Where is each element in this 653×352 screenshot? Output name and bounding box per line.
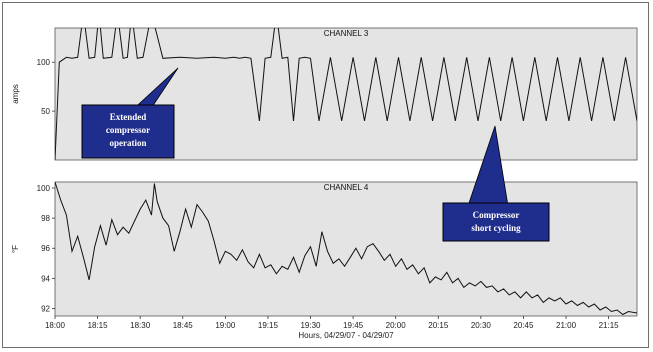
y-tick-label-2: 100: [37, 184, 51, 193]
series-line-2: [55, 182, 637, 316]
x-tick-label: 18:15: [88, 321, 109, 330]
x-tick-label: 18:00: [45, 321, 66, 330]
callout-box-2: [442, 202, 550, 242]
x-tick-label: 18:45: [173, 321, 194, 330]
callout-text-2: short cycling: [471, 223, 521, 233]
y-axis-label-1: amps: [11, 84, 20, 104]
callout-text-1: operation: [110, 138, 147, 148]
callout-text-1: Extended: [110, 112, 147, 122]
panel-title-2: CHANNEL 4: [324, 183, 369, 192]
x-axis-label: Hours, 04/29/07 - 04/29/07: [298, 331, 394, 340]
x-tick-label: 19:45: [343, 321, 364, 330]
x-tick-label: 20:15: [428, 321, 449, 330]
y-tick-label-1: 100: [37, 58, 51, 67]
x-tick-label: 20:45: [513, 321, 534, 330]
x-tick-label: 21:00: [556, 321, 577, 330]
panel-title-1: CHANNEL 3: [324, 29, 369, 38]
callout-text-1: compressor: [106, 125, 150, 135]
x-tick-label: 18:30: [130, 321, 151, 330]
y-tick-label-2: 98: [41, 214, 50, 223]
plot-area-2: [54, 181, 638, 317]
x-tick-label: 21:15: [599, 321, 620, 330]
callout-text-2: Compressor: [473, 210, 520, 220]
x-tick-label: 19:00: [215, 321, 236, 330]
y-axis-label-2: °F: [11, 245, 20, 253]
x-tick-label: 20:30: [471, 321, 492, 330]
y-tick-label-2: 94: [41, 274, 50, 283]
x-tick-label: 20:00: [386, 321, 407, 330]
x-tick-label: 19:15: [258, 321, 279, 330]
y-tick-label-1: 50: [41, 107, 50, 116]
y-tick-label-2: 92: [41, 304, 50, 313]
callout-box-1: [81, 104, 175, 159]
x-tick-label: 19:30: [300, 321, 321, 330]
y-tick-label-2: 96: [41, 244, 50, 253]
series-line-1: [55, 28, 637, 160]
